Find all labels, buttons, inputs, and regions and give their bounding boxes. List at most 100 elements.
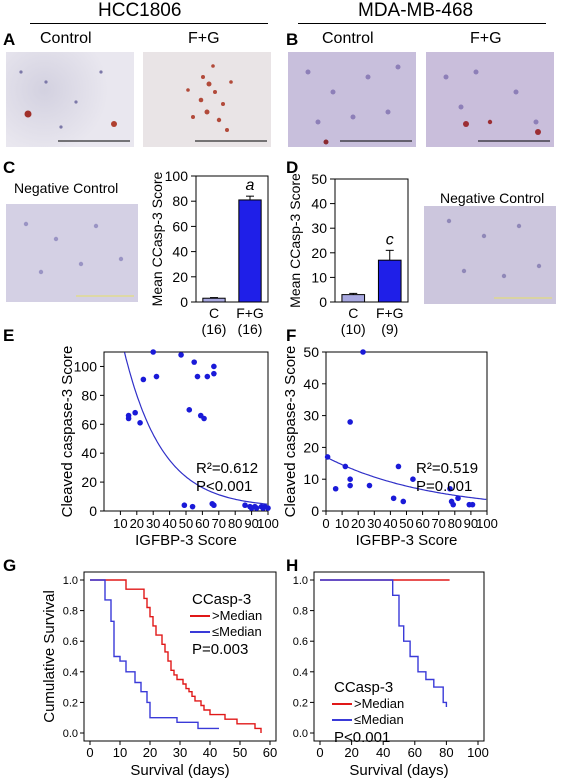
y-tick-label: 1.0 <box>293 575 308 587</box>
scatter-point <box>204 373 211 380</box>
scatter-point <box>448 498 455 505</box>
caption-a-control: Control <box>40 30 92 47</box>
x-tick-label: 80 <box>439 745 453 760</box>
scatter-point <box>332 485 339 492</box>
scatter-point <box>347 419 353 425</box>
y-tick-label: 40 <box>81 445 97 461</box>
x-tick-label: 60 <box>415 516 429 531</box>
bar <box>341 294 366 303</box>
scatter-point <box>197 412 204 419</box>
micrograph-a-control-texture <box>19 70 130 142</box>
x-tick-label: 50 <box>399 516 413 531</box>
scatter-point <box>211 502 217 509</box>
x-tick-label: 20 <box>130 516 144 531</box>
micrograph-a-treated-texture <box>186 64 267 142</box>
caption-b-treated: F+G <box>470 30 502 47</box>
legend-title: CCasp-3 <box>192 591 251 608</box>
x-tick-label: 40 <box>203 745 217 760</box>
caption-b-control: Control <box>322 30 374 47</box>
x-category-label: C <box>348 305 358 321</box>
scatter-point <box>252 503 258 510</box>
y-tick-label: 40 <box>172 244 188 260</box>
scatter-point <box>186 407 193 413</box>
scatter-point <box>260 505 266 511</box>
x-tick-label: 100 <box>476 516 498 531</box>
micrograph-b-treated-texture <box>443 69 550 142</box>
panel-label-h: H <box>286 556 299 575</box>
x-tick-label: 20 <box>143 745 157 760</box>
x-axis-title: IGFBP-3 Score <box>356 532 458 549</box>
y-tick-label: 40 <box>303 376 319 392</box>
scatter-point <box>194 373 201 380</box>
x-tick-label: 60 <box>195 516 209 531</box>
x-tick-label: 10 <box>113 745 127 760</box>
plot-frame <box>325 351 488 512</box>
y-axis-title: Mean CCasp-3 Score <box>287 173 303 308</box>
y-tick-label: 0 <box>319 294 327 310</box>
r-squared-label: R²=0.519 <box>416 460 478 477</box>
y-tick-label: 0.2 <box>293 697 308 709</box>
scatter-point <box>201 415 207 422</box>
scatter-point <box>247 503 253 510</box>
y-axis-title: Cumulative Survival <box>41 590 58 723</box>
p-value-label: P=0.001 <box>416 478 472 495</box>
y-tick-label: 0.4 <box>63 667 78 679</box>
bar <box>377 259 402 303</box>
scatter-point <box>253 505 260 511</box>
y-tick-label: 100 <box>165 168 189 184</box>
scatter-point <box>242 502 248 509</box>
x-tick-label: 70 <box>431 516 445 531</box>
caption-c-negative: Negative Control <box>14 180 119 196</box>
r-squared-label: R²=0.612 <box>196 460 258 477</box>
y-tick-label: 0.8 <box>293 606 308 618</box>
scatter-point <box>347 476 353 483</box>
micrograph-d-negative-texture <box>446 218 552 299</box>
x-axis-title: Survival (days) <box>130 762 229 779</box>
y-tick-label: 100 <box>74 358 98 374</box>
scatter-point <box>395 463 402 470</box>
scatter-point <box>261 503 268 510</box>
regression-curve <box>123 352 268 505</box>
x-tick-label: 90 <box>244 516 258 531</box>
y-tick-label: 60 <box>172 218 188 234</box>
panel-label-b: B <box>286 30 299 49</box>
p-value-label: P=0.003 <box>192 641 248 658</box>
x-tick-label: 40 <box>162 516 176 531</box>
scatter-point <box>248 505 255 511</box>
x-tick-label: 40 <box>376 745 390 760</box>
panel-label-a: A <box>3 30 16 49</box>
y-tick-label: 30 <box>303 408 319 424</box>
scatter-point <box>360 349 366 355</box>
x-category-label: F+G <box>376 305 404 321</box>
y-tick-label: 0 <box>311 503 319 519</box>
y-tick-label: 80 <box>81 387 97 403</box>
scatter-point <box>258 503 265 510</box>
x-category-label: C <box>209 305 219 321</box>
plot-frame <box>313 571 485 742</box>
x-tick-label: 70 <box>212 516 226 531</box>
x-tick-label: 10 <box>113 516 127 531</box>
scatter-point <box>211 370 217 377</box>
x-tick-label: 50 <box>179 516 193 531</box>
scatter-point <box>342 463 349 470</box>
header-mda-mb-468: MDA-MB-468 <box>358 0 474 21</box>
significance-letter: c <box>386 231 394 248</box>
x-axis-title: IGFBP-3 Score <box>135 532 237 549</box>
y-tick-label: 0.0 <box>293 728 308 740</box>
y-tick-label: 0 <box>89 503 97 519</box>
x-tick-label: 60 <box>408 745 422 760</box>
scatter-point <box>181 502 188 509</box>
survival-curve-at-or-below-median <box>90 579 219 730</box>
y-tick-label: 80 <box>172 193 188 209</box>
x-tick-label: 30 <box>173 745 187 760</box>
legend-item-label: ≤Median <box>354 712 404 727</box>
y-tick-label: 0.8 <box>63 606 78 618</box>
x-tick-label: 50 <box>233 745 247 760</box>
x-axis-title: Survival (days) <box>349 762 448 779</box>
scatter-point <box>150 349 156 355</box>
caption-a-treated: F+G <box>188 30 220 47</box>
scatter-point <box>390 495 397 502</box>
plot-frame <box>103 351 269 512</box>
x-category-n: (16) <box>202 321 227 337</box>
y-axis-title: Mean CCasp-3 Score <box>149 171 165 306</box>
